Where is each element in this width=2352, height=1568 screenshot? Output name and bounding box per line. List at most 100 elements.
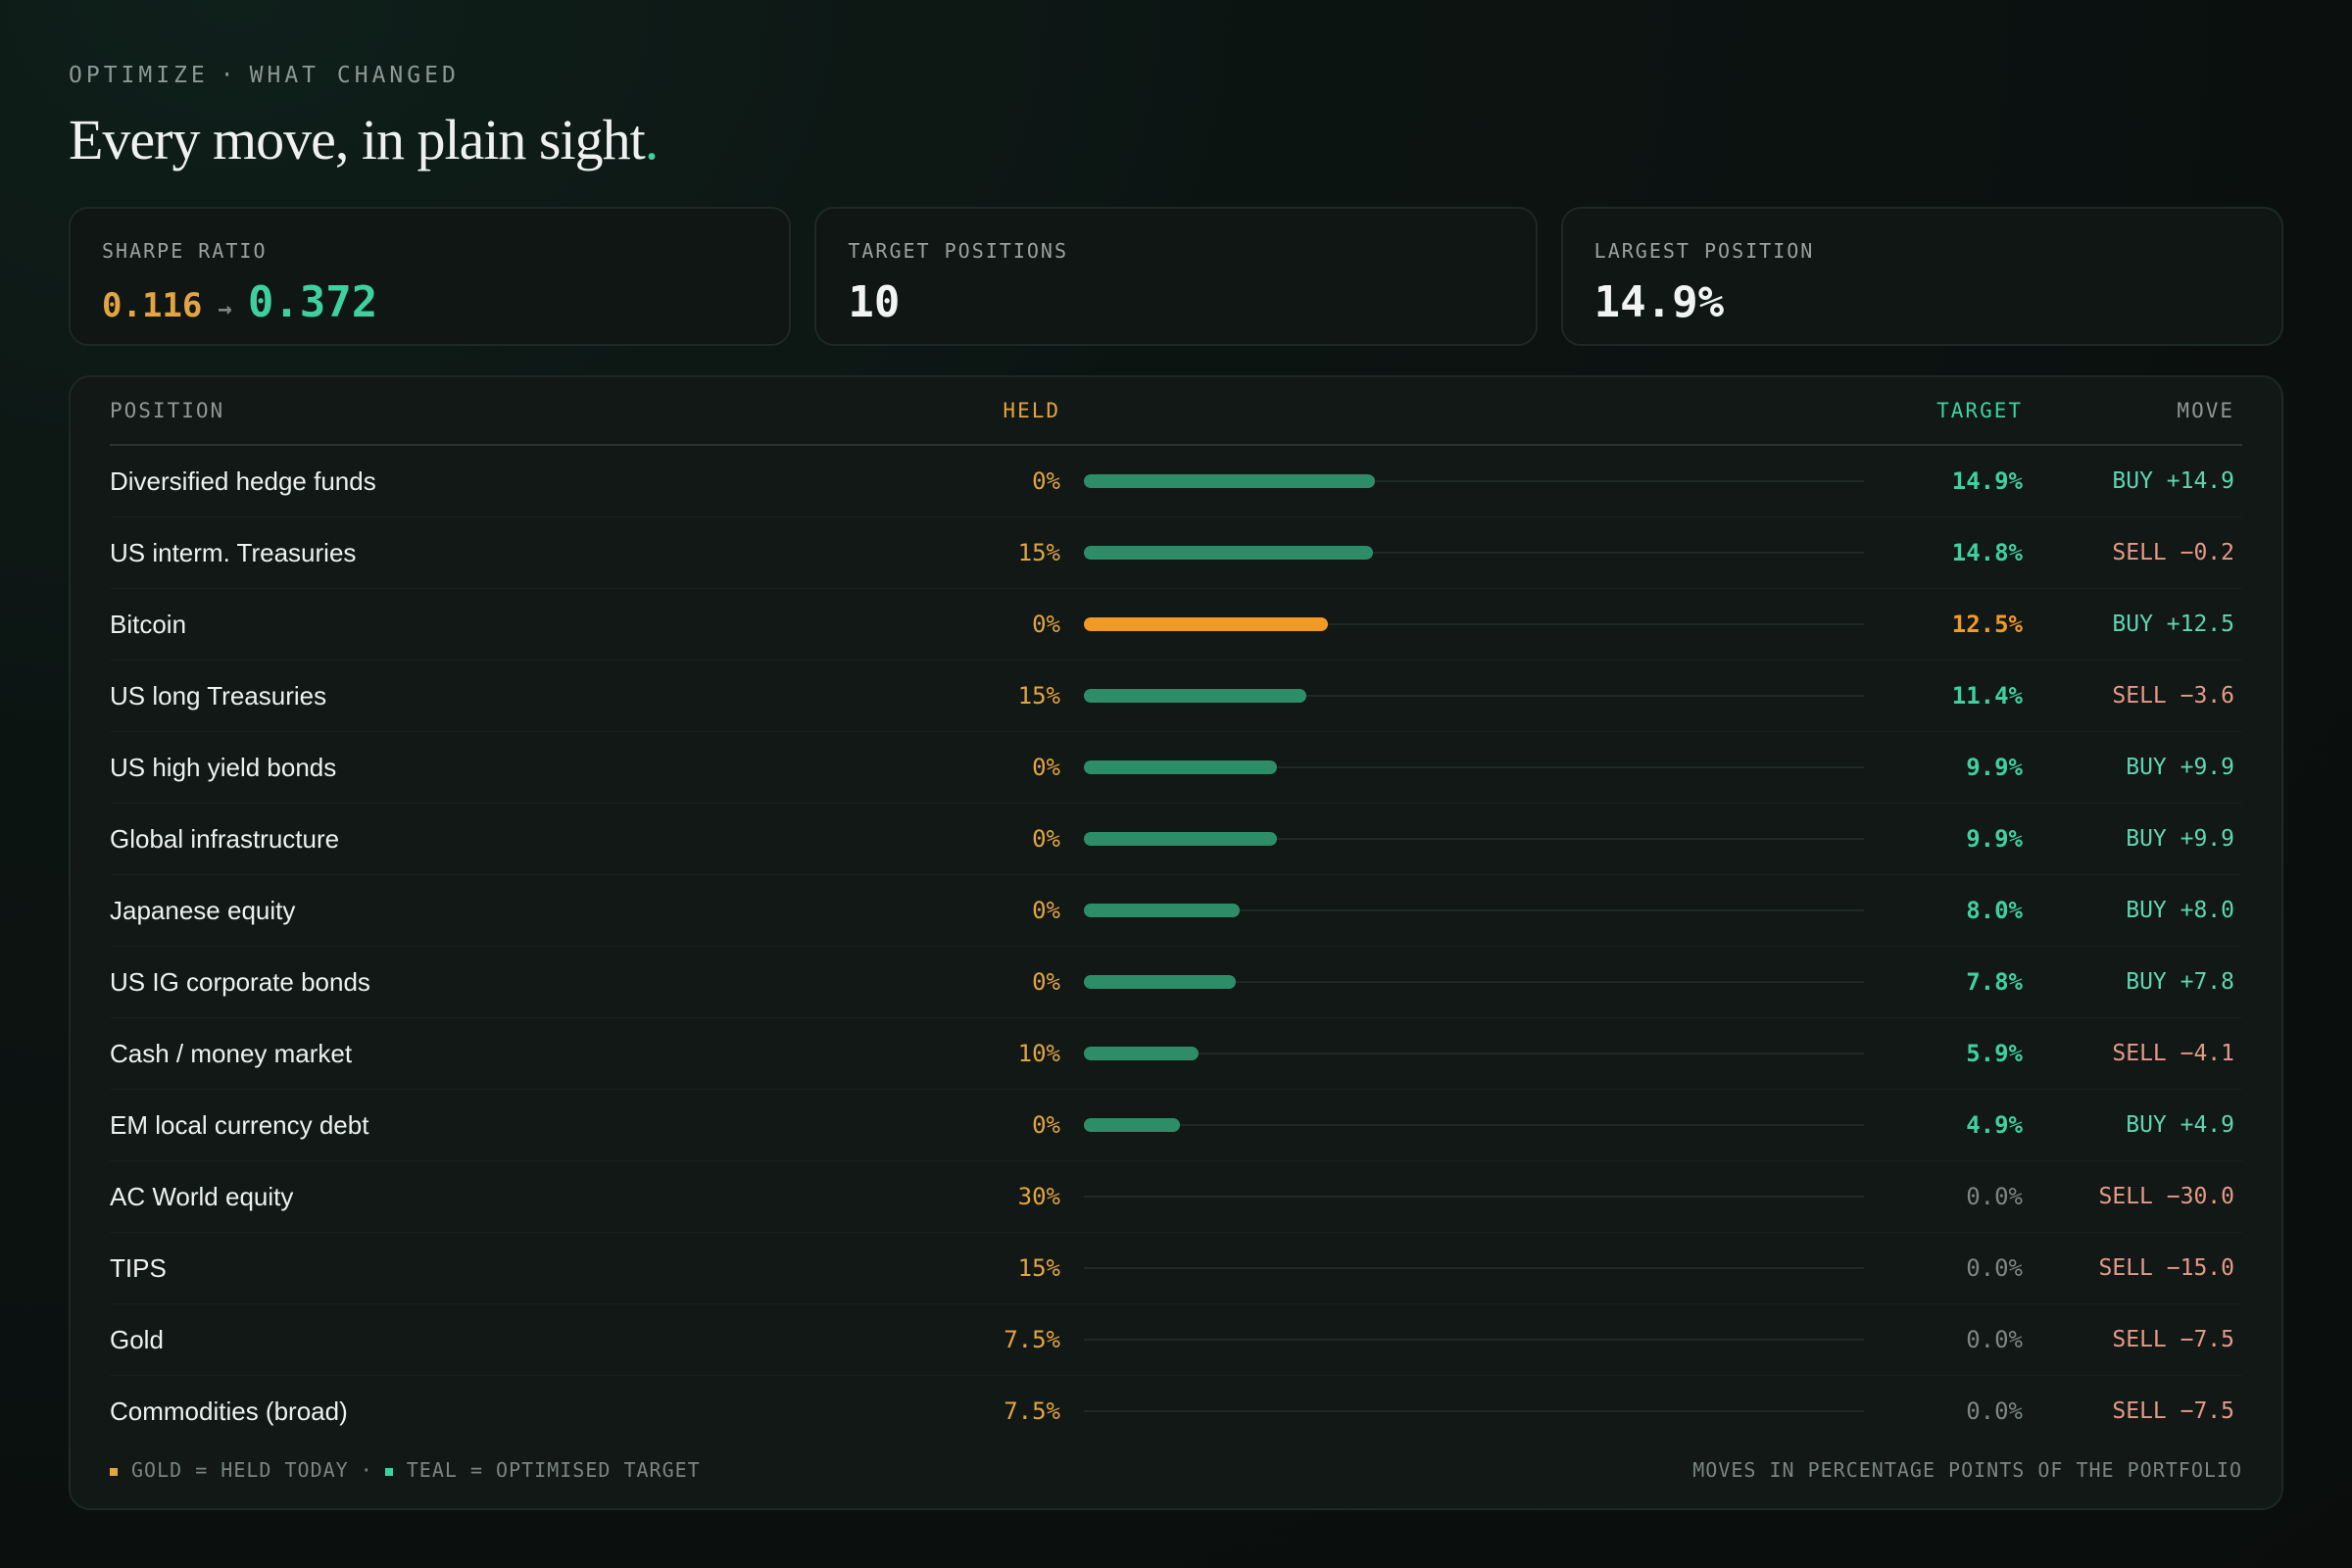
move-value: BUY +8.0 xyxy=(2126,898,2234,923)
legend-teal: TEAL = OPTIMISED TARGET xyxy=(406,1458,701,1482)
target-value: 11.4% xyxy=(1951,682,2023,710)
position-name: EM local currency debt xyxy=(110,1109,369,1140)
held-value: 7.5% xyxy=(1004,1326,1060,1353)
header-position: POSITION xyxy=(110,399,225,422)
held-value: 0% xyxy=(1032,968,1060,996)
target-value: 9.9% xyxy=(1966,754,2023,781)
target-value: 7.8% xyxy=(1966,968,2023,996)
bar-cell xyxy=(1060,1047,1864,1060)
bar-track xyxy=(1084,689,1864,703)
gold-square-icon xyxy=(110,1467,118,1476)
target-bar xyxy=(1084,546,1373,560)
header-held: HELD xyxy=(1003,399,1060,422)
table-row: TIPS 15% 0.0% SELL −15.0 xyxy=(110,1233,2242,1304)
move-value: BUY +14.9 xyxy=(2112,468,2234,494)
bar-track xyxy=(1084,832,1864,846)
table-row: US long Treasuries 15% 11.4% SELL −3.6 xyxy=(110,661,2242,732)
bar-cell xyxy=(1060,760,1864,774)
bar-track xyxy=(1084,546,1864,560)
move-value: BUY +4.9 xyxy=(2126,1112,2234,1138)
position-name: Bitcoin xyxy=(110,609,187,639)
held-value: 15% xyxy=(1017,539,1060,566)
target-value: 8.0% xyxy=(1966,897,2023,924)
summary-cards: SHARPE RATIO 0.116 → 0.372 TARGET POSITION… xyxy=(69,207,2283,346)
held-value: 10% xyxy=(1017,1040,1060,1067)
bar-cell xyxy=(1060,1410,1864,1412)
position-name: Japanese equity xyxy=(110,895,296,925)
table-row: Gold 7.5% 0.0% SELL −7.5 xyxy=(110,1304,2242,1376)
legend-gold: GOLD = HELD TODAY xyxy=(131,1458,349,1482)
table-row: US interm. Treasuries 15% 14.8% SELL −0.2 xyxy=(110,517,2242,589)
held-value: 0% xyxy=(1032,825,1060,853)
table-body: Diversified hedge funds 0% 14.9% BUY +14.9 U… xyxy=(110,446,2242,1446)
legend-separator: · xyxy=(360,1458,373,1482)
held-value: 0% xyxy=(1032,897,1060,924)
table-row: Japanese equity 0% 8.0% BUY +8.0 xyxy=(110,875,2242,947)
bar-cell xyxy=(1060,832,1864,846)
bar-cell xyxy=(1060,1196,1864,1198)
bar-cell xyxy=(1060,1267,1864,1269)
eyebrow-separator: · xyxy=(220,63,238,88)
bar-track xyxy=(1084,1196,1864,1198)
bar-track xyxy=(1084,1339,1864,1341)
largest-position-value: 14.9% xyxy=(1593,277,1725,327)
bar-cell xyxy=(1060,546,1864,560)
positions-table: POSITION HELD TARGET MOVE Diversified he… xyxy=(69,375,2283,1510)
held-value: 0% xyxy=(1032,1111,1060,1139)
header-move: MOVE xyxy=(2177,399,2234,422)
held-value: 0% xyxy=(1032,611,1060,638)
legend-note: MOVES IN PERCENTAGE POINTS OF THE PORTFO… xyxy=(1692,1458,2242,1482)
target-bar xyxy=(1084,1118,1180,1132)
table-row: Cash / money market 10% 5.9% SELL −4.1 xyxy=(110,1018,2242,1090)
position-name: Gold xyxy=(110,1324,164,1354)
bar-cell xyxy=(1060,474,1864,488)
largest-position-card: LARGEST POSITION 14.9% xyxy=(1560,207,2283,346)
page: OPTIMIZE · WHAT CHANGED Every move, in pla… xyxy=(69,61,2283,1510)
move-value: BUY +7.8 xyxy=(2126,969,2234,995)
table-row: Commodities (broad) 7.5% 0.0% SELL −7.5 xyxy=(110,1376,2242,1446)
move-value: BUY +9.9 xyxy=(2126,826,2234,852)
table-row: Global infrastructure 0% 9.9% BUY +9.9 xyxy=(110,804,2242,875)
bar-cell xyxy=(1060,689,1864,703)
bar-track xyxy=(1084,904,1864,917)
page-title-text: Every move, in plain sight xyxy=(69,108,646,172)
target-positions-label: TARGET POSITIONS xyxy=(848,239,1068,263)
move-value: BUY +12.5 xyxy=(2112,612,2234,637)
table-header: POSITION HELD TARGET MOVE xyxy=(110,377,2242,446)
target-bar xyxy=(1084,1047,1200,1060)
bar-cell xyxy=(1060,1118,1864,1132)
target-bar xyxy=(1084,904,1241,917)
target-bar xyxy=(1084,832,1277,846)
largest-position-label: LARGEST POSITION xyxy=(1593,239,1815,263)
held-value: 0% xyxy=(1032,467,1060,495)
legend-keys: GOLD = HELD TODAY · TEAL = OPTIMISED TARGE… xyxy=(110,1458,701,1482)
position-name: Cash / money market xyxy=(110,1038,353,1068)
move-value: SELL −3.6 xyxy=(2112,683,2234,709)
position-name: US interm. Treasuries xyxy=(110,537,357,567)
move-value: BUY +9.9 xyxy=(2126,755,2234,780)
target-value: 0.0% xyxy=(1966,1326,2023,1353)
table-row: Diversified hedge funds 0% 14.9% BUY +14.9 xyxy=(110,446,2242,517)
bar-cell xyxy=(1060,975,1864,989)
target-value: 0.0% xyxy=(1966,1254,2023,1282)
page-title-dot: . xyxy=(644,108,659,172)
bar-track xyxy=(1084,1047,1864,1060)
position-name: US long Treasuries xyxy=(110,680,327,710)
arrow-right-icon: → xyxy=(218,295,232,322)
sharpe-ratio-label: SHARPE RATIO xyxy=(102,239,268,263)
target-bar xyxy=(1084,474,1375,488)
held-value: 0% xyxy=(1032,754,1060,781)
position-name: US IG corporate bonds xyxy=(110,966,370,997)
bar-track xyxy=(1084,760,1864,774)
bar-track xyxy=(1084,617,1864,631)
table-row: EM local currency debt 0% 4.9% BUY +4.9 xyxy=(110,1090,2242,1161)
move-value: SELL −7.5 xyxy=(2112,1327,2234,1352)
eyebrow: OPTIMIZE · WHAT CHANGED xyxy=(69,61,2283,90)
bar-track xyxy=(1084,1118,1864,1132)
sharpe-old-value: 0.116 xyxy=(102,286,203,325)
bar-cell xyxy=(1060,1339,1864,1341)
move-value: SELL −15.0 xyxy=(2098,1255,2234,1281)
table-row: US IG corporate bonds 0% 7.8% BUY +7.8 xyxy=(110,947,2242,1018)
page-title: Every move, in plain sight. xyxy=(69,106,2283,174)
bar-track xyxy=(1084,1267,1864,1269)
